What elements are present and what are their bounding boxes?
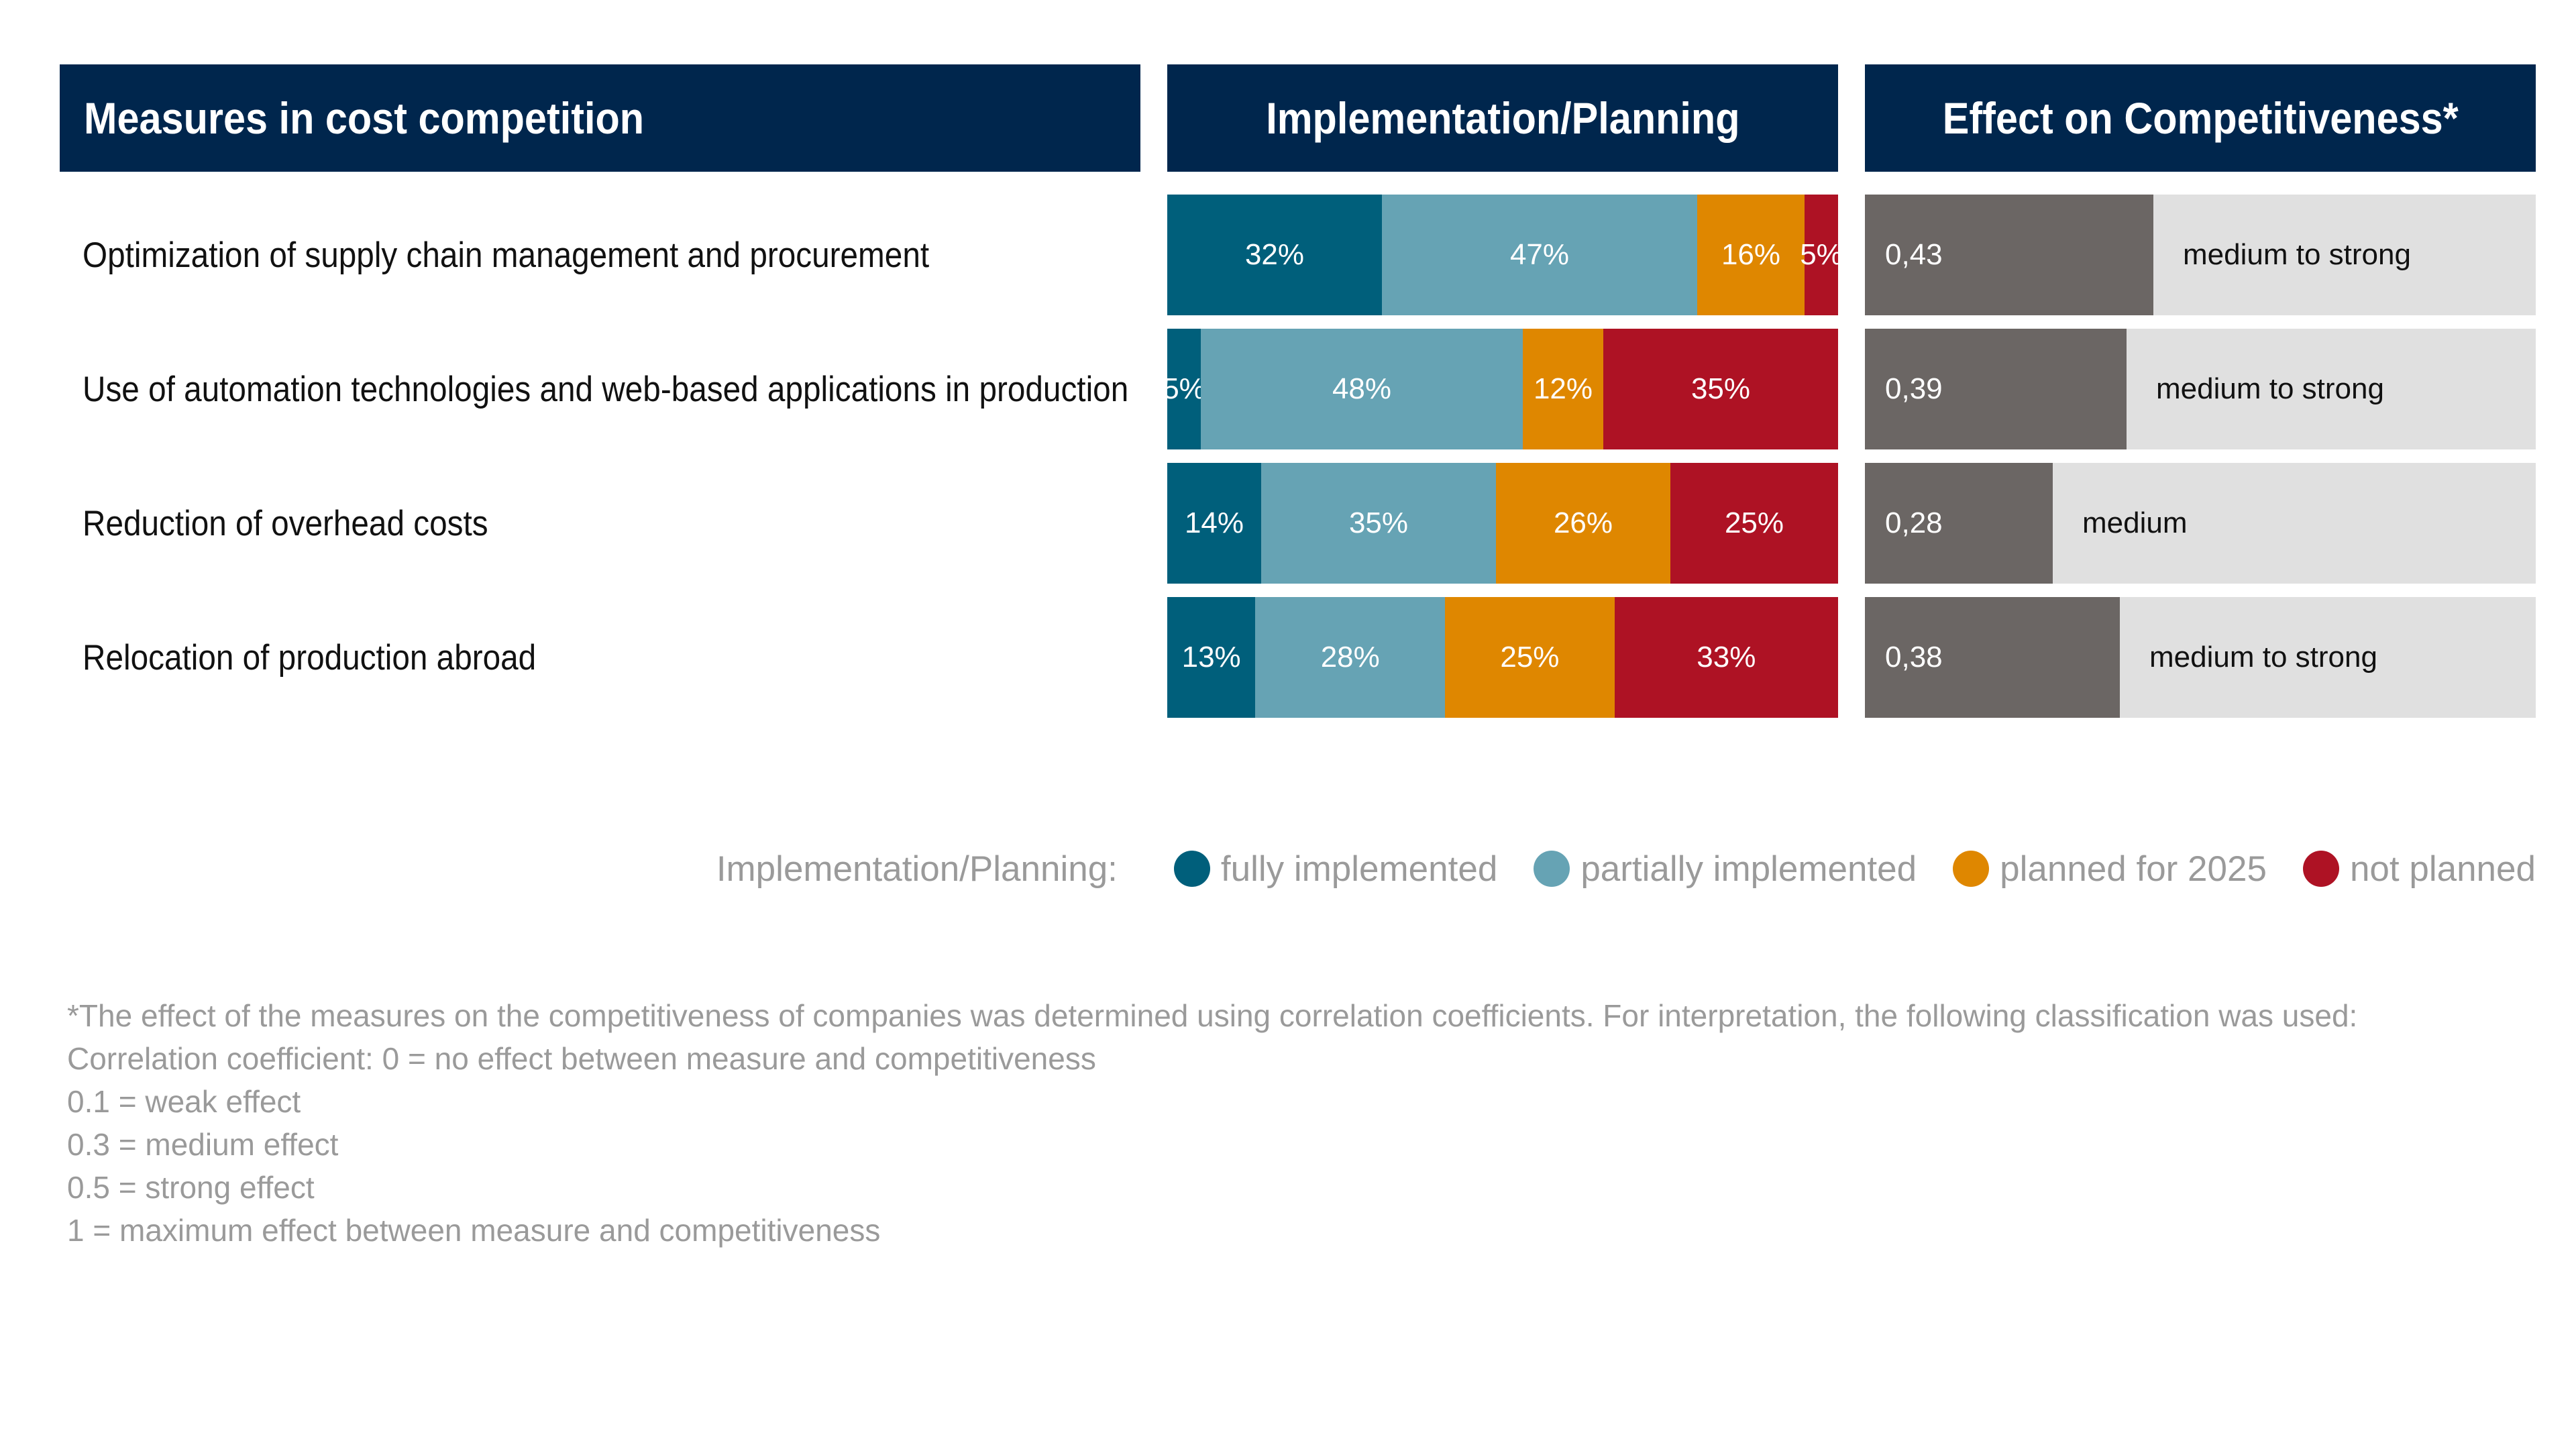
bar-segment-not-planned: 25%: [1670, 463, 1838, 584]
legend-item-fully-implemented: fully implemented: [1173, 849, 1498, 890]
legend-dot-partially-implemented: [1534, 851, 1570, 887]
legend-dot-planned-2025: [1953, 851, 1990, 887]
bar-segment-partially-implemented: 35%: [1261, 463, 1496, 584]
bar-segment-label: 28%: [1320, 641, 1380, 674]
effect-classification: medium to strong: [2156, 372, 2384, 405]
header-measures-label: Measures in cost competition: [84, 93, 645, 143]
bar-segment-fully-implemented: 32%: [1167, 195, 1382, 315]
bar-segment-planned-2025: 25%: [1445, 597, 1615, 718]
bar-segment-not-planned: 33%: [1614, 597, 1838, 718]
header-implementation: Implementation/Planning: [1167, 64, 1838, 172]
effect-bar: 0,38 medium to strong: [1865, 597, 2536, 718]
bar-segment-partially-implemented: 48%: [1201, 329, 1523, 449]
bar-segment-label: 25%: [1724, 506, 1784, 539]
measure-label: Reduction of overhead costs: [83, 503, 488, 543]
bar-segment-label: 5%: [1800, 238, 1843, 271]
effect-classification: medium to strong: [2183, 238, 2411, 271]
measure-label: Relocation of production abroad: [83, 637, 537, 678]
effect-bar: 0,28 medium: [1865, 463, 2536, 584]
header-implementation-label: Implementation/Planning: [1265, 93, 1740, 143]
effect-value: 0,43: [1885, 238, 1943, 271]
legend-item-not-planned: not planned: [2302, 849, 2536, 890]
legend-item-partially-implemented: partially implemented: [1534, 849, 1917, 890]
effect-value: 0,39: [1885, 372, 1943, 405]
footnote-line: 0.5 = strong effect: [67, 1170, 315, 1205]
header-effect: Effect on Competitiveness*: [1865, 64, 2536, 172]
bar-segment-planned-2025: 12%: [1523, 329, 1603, 449]
bar-segment-label: 25%: [1500, 641, 1560, 674]
footnote: *The effect of the measures on the compe…: [67, 994, 2357, 1252]
bar-segment-fully-implemented: 5%: [1163, 329, 1205, 449]
implementation-bar: 14% 35% 26% 25%: [1167, 463, 1838, 584]
header-effect-label: Effect on Competitiveness*: [1942, 93, 2459, 143]
effect-bar-fill: [1865, 195, 2153, 315]
effect-bar-fill: [1865, 329, 2127, 449]
implementation-bar: 5% 48% 12% 35%: [1163, 329, 1838, 449]
bar-segment-fully-implemented: 14%: [1167, 463, 1261, 584]
bar-segment-planned-2025: 16%: [1697, 195, 1805, 315]
bar-segment-label: 48%: [1332, 372, 1392, 405]
bar-segment-label: 14%: [1184, 506, 1244, 539]
bar-segment-partially-implemented: 47%: [1382, 195, 1697, 315]
footnote-line: 0.3 = medium effect: [67, 1127, 339, 1162]
legend-item-planned-2025: planned for 2025: [1953, 849, 2267, 890]
bar-segment-label: 33%: [1697, 641, 1756, 674]
legend-label-partially-implemented: partially implemented: [1580, 849, 1917, 889]
bar-segment-label: 32%: [1244, 238, 1305, 271]
footnote-line: 0.1 = weak effect: [67, 1084, 301, 1119]
legend: Implementation/Planning: fully implement…: [716, 842, 2536, 896]
legend-label-fully-implemented: fully implemented: [1220, 849, 1498, 889]
bar-segment-label: 35%: [1348, 506, 1409, 539]
bar-segment-label: 16%: [1721, 238, 1781, 271]
bar-segment-label: 12%: [1533, 372, 1593, 405]
effect-value: 0,28: [1885, 506, 1943, 539]
effect-value: 0,38: [1885, 641, 1943, 674]
bar-segment-label: 47%: [1509, 238, 1570, 271]
bar-segment-planned-2025: 26%: [1496, 463, 1670, 584]
bar-segment-not-planned: 35%: [1603, 329, 1838, 449]
legend-label-planned-2025: planned for 2025: [2000, 849, 2267, 889]
bar-segment-label: 26%: [1553, 506, 1613, 539]
bar-segment-not-planned: 5%: [1800, 195, 1843, 315]
implementation-bar: 32% 47% 16% 5%: [1167, 195, 1843, 315]
bar-segment-label: 13%: [1181, 641, 1241, 674]
bar-segment-partially-implemented: 28%: [1255, 597, 1446, 718]
legend-dot-fully-implemented: [1173, 851, 1210, 887]
footnote-line: *The effect of the measures on the compe…: [67, 998, 2358, 1033]
bar-segment-fully-implemented: 13%: [1167, 597, 1256, 718]
header-measures: Measures in cost competition: [60, 64, 1140, 172]
legend-title: Implementation/Planning:: [716, 849, 1118, 889]
effect-bar: 0,39 medium to strong: [1865, 329, 2536, 449]
footnote-line: Correlation coefficient: 0 = no effect b…: [67, 1041, 1096, 1076]
legend-dot-not-planned: [2302, 851, 2339, 887]
footnote-line: 1 = maximum effect between measure and c…: [67, 1213, 881, 1248]
measure-label: Use of automation technologies and web-b…: [83, 369, 1129, 409]
bar-segment-label: 5%: [1163, 372, 1205, 405]
effect-classification: medium: [2082, 506, 2188, 539]
legend-label-not-planned: not planned: [2349, 849, 2536, 889]
effect-bar: 0,43 medium to strong: [1865, 195, 2536, 315]
effect-bar-fill: [1865, 463, 2053, 584]
bar-segment-label: 35%: [1690, 372, 1751, 405]
effect-bar-fill: [1865, 597, 2120, 718]
measure-label: Optimization of supply chain management …: [83, 235, 930, 275]
effect-classification: medium to strong: [2149, 641, 2377, 674]
implementation-bar: 13% 28% 25% 33%: [1167, 597, 1838, 718]
